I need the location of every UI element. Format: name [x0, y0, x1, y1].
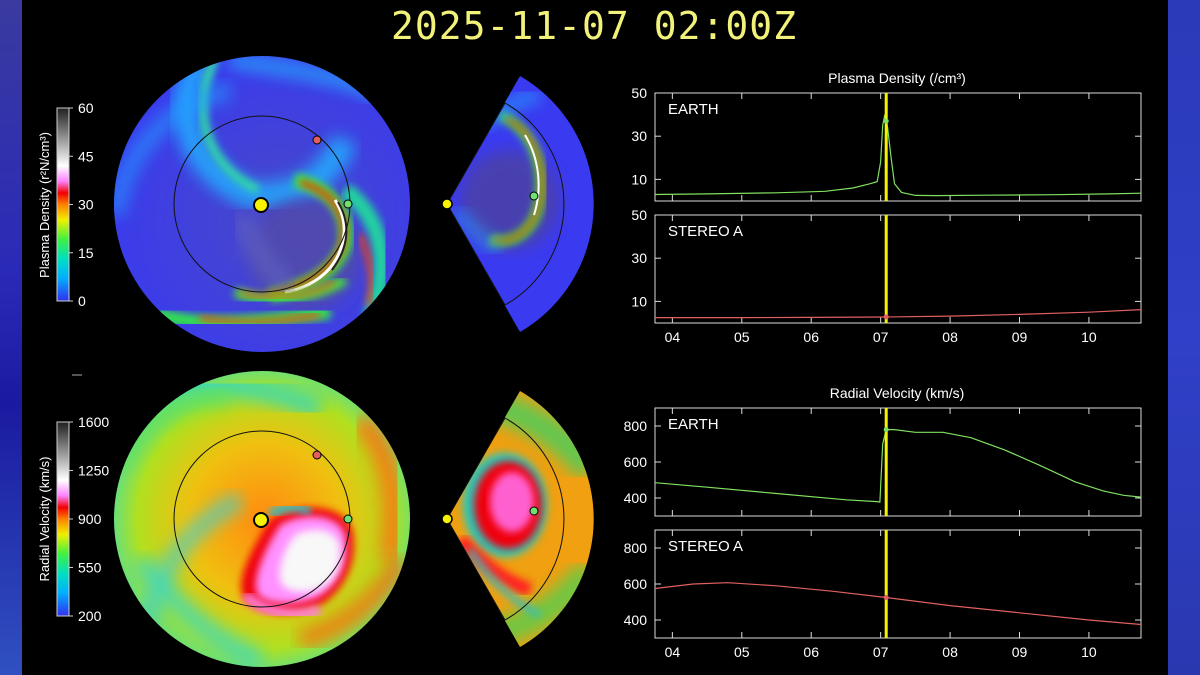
velocity-stereo-a-panel-label: STEREO A [668, 538, 743, 555]
velocity-earth-panel: 400 600 800 EARTH [624, 407, 1142, 517]
earth-marker-meridional [529, 191, 539, 201]
x-tick-label: 07 [873, 644, 889, 660]
current-value-dot [883, 427, 889, 433]
sun-marker-meridional [441, 198, 453, 210]
x-tick-label: 10 [1081, 644, 1097, 660]
stereo-a-marker [312, 135, 322, 145]
velocity-colorbar: 1600 1250 900 550 200 Radial Velocity (km/s) [37, 414, 109, 624]
density-colorbar-label: Plasma Density (r²N/cm³) [37, 132, 52, 278]
stereo-a-marker-velocity [312, 450, 322, 460]
y-tick-label: 50 [631, 207, 647, 223]
x-tick-label: 07 [873, 329, 889, 345]
earth-marker-velocity [343, 514, 353, 524]
density-earth-panel-frame [654, 92, 1142, 202]
x-tick-label: 08 [942, 329, 958, 345]
velocity-colorbar-tick-label: 1250 [78, 463, 109, 479]
density-colorbar-tick-label: 30 [78, 197, 94, 213]
density-colorbar-tick-label: 45 [78, 148, 94, 164]
x-tick-label: 10 [1081, 329, 1097, 345]
earth-marker-velocity-meridional [529, 506, 539, 516]
velocity-ecliptic-map [114, 371, 410, 667]
velocity-meridional-map [441, 391, 594, 647]
y-tick-label: 30 [631, 250, 647, 266]
x-tick-label: 05 [734, 644, 750, 660]
y-tick-label: 10 [631, 171, 647, 187]
density-colorbar-tick-label: 15 [78, 245, 94, 261]
sun-marker [253, 197, 269, 213]
density-colorbar-tick-label: 0 [78, 293, 86, 309]
right-edge-strip [1168, 0, 1200, 675]
density-colorbar: 60 45 30 15 0 Plasma Density (r²N/cm³) [37, 100, 94, 309]
earth-marker [343, 199, 353, 209]
x-tick-label: 06 [803, 329, 819, 345]
density-earth-panel-label: EARTH [668, 101, 719, 118]
y-tick-label: 10 [631, 293, 647, 309]
density-meridional-map [441, 76, 594, 332]
velocity-earth-panel-label: EARTH [668, 416, 719, 433]
y-tick-label: 800 [624, 540, 648, 556]
density-stereo-a-panel: 10 30 50 STEREO A [631, 207, 1142, 324]
x-tick-label: 05 [734, 329, 750, 345]
y-tick-label: 800 [624, 418, 648, 434]
current-value-dot [883, 595, 889, 600]
velocity-chart-title: Radial Velocity (km/s) [830, 385, 965, 401]
velocity-colorbar-tick-label: 900 [78, 511, 102, 527]
velocity-stereo-a-panel-series-line [654, 582, 1142, 626]
density-earth-panel-series-line [654, 114, 1142, 197]
sun-marker-velocity-meridional [441, 513, 453, 525]
y-tick-label: 600 [624, 576, 648, 592]
y-tick-label: 400 [624, 612, 648, 628]
x-tick-label: 08 [942, 644, 958, 660]
density-ecliptic-map [114, 56, 410, 352]
velocity-earth-panel-series-line [654, 429, 1142, 503]
velocity-stereo-a-panel: 400 600 800 STEREO A [624, 529, 1142, 639]
x-tick-label: 06 [803, 644, 819, 660]
x-tick-label: 09 [1012, 329, 1028, 345]
velocity-earth-panel-frame [654, 407, 1142, 517]
x-tick-label: 04 [665, 329, 681, 345]
y-tick-label: 600 [624, 454, 648, 470]
sun-marker-velocity [253, 512, 269, 528]
x-tick-label: 04 [665, 644, 681, 660]
density-earth-panel: 10 30 50 EARTH [631, 85, 1142, 202]
x-tick-label: 09 [1012, 644, 1028, 660]
timestamp: 2025-11-07 02:00Z [391, 4, 797, 48]
current-value-dot [883, 314, 889, 320]
density-stereo-a-panel-frame [654, 214, 1142, 324]
velocity-colorbar-tick-label: 200 [78, 608, 102, 624]
y-tick-label: 400 [624, 490, 648, 506]
y-tick-label: 50 [631, 85, 647, 101]
density-chart-title: Plasma Density (/cm³) [828, 70, 966, 86]
density-stereo-a-panel-label: STEREO A [668, 223, 743, 240]
left-edge-strip [0, 0, 22, 675]
velocity-colorbar-tick-label: 550 [78, 560, 102, 576]
density-time-series: Plasma Density (/cm³) 10 30 50 EARTH 10 30 50 S… [631, 70, 1142, 345]
y-tick-label: 30 [631, 128, 647, 144]
velocity-colorbar-tick-label: 1600 [78, 414, 109, 430]
current-value-dot [883, 118, 889, 124]
density-stereo-a-panel-series-line [655, 309, 1142, 319]
velocity-colorbar-label: Radial Velocity (km/s) [37, 457, 52, 582]
density-colorbar-tick-label: 60 [78, 100, 94, 116]
